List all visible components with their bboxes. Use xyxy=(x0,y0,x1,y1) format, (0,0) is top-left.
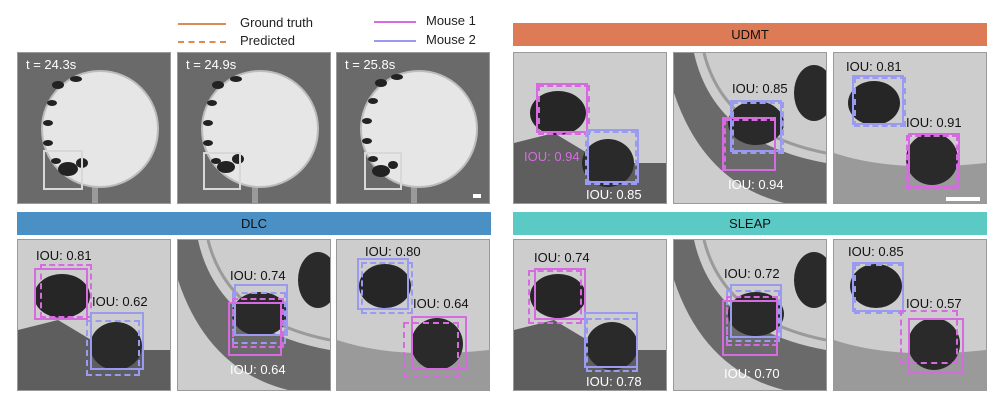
mouse1-line xyxy=(374,21,416,23)
predicted-label: Predicted xyxy=(240,33,295,48)
mouse2-pred-box xyxy=(732,102,784,154)
dlc-title: DLC xyxy=(240,216,267,231)
crop-image xyxy=(514,240,666,390)
mouse2-gt-box xyxy=(852,75,904,125)
mouse1-pred-box xyxy=(726,296,778,346)
arena-image xyxy=(178,53,330,203)
mouse1-iou: IOU: 0.81 xyxy=(36,248,92,263)
dlc-frame-3: IOU: 0.80 IOU: 0.64 xyxy=(336,239,490,391)
mouse2-pred-box xyxy=(854,77,906,127)
mouse2-gt-box xyxy=(90,312,144,370)
mouse1-gt-box xyxy=(908,133,960,187)
scale-bar xyxy=(946,197,980,201)
mouse1-iou: IOU: 0.70 xyxy=(724,366,780,381)
mouse1-label: Mouse 1 xyxy=(426,13,476,28)
crop-image xyxy=(834,240,986,390)
mouse2-pred-box xyxy=(586,318,638,372)
mouse2-iou: IOU: 0.62 xyxy=(92,294,148,309)
sleap-frame-2: IOU: 0.72 IOU: 0.70 xyxy=(673,239,827,391)
crop-image xyxy=(674,240,826,390)
sleap-frame-3: IOU: 0.85 IOU: 0.57 xyxy=(833,239,987,391)
mouse2-gt-box xyxy=(587,129,639,183)
udmt-banner: UDMT xyxy=(513,23,987,46)
overview-frame-1: t = 24.3s xyxy=(17,52,171,204)
mouse2-gt-box xyxy=(730,284,782,338)
dlc-frame-1: IOU: 0.81 IOU: 0.62 xyxy=(17,239,171,391)
mouse2-iou: IOU: 0.74 xyxy=(230,268,286,283)
ground-truth-label: Ground truth xyxy=(240,15,313,30)
mouse1-gt-box xyxy=(228,302,282,356)
mouse1-gt-box xyxy=(534,268,586,320)
mouse2-line xyxy=(374,40,416,42)
arena-image xyxy=(337,53,489,203)
mouse1-pred-box xyxy=(724,119,776,171)
ground-truth-line xyxy=(178,23,226,25)
predicted-line xyxy=(178,41,226,43)
mouse1-iou: IOU: 0.74 xyxy=(534,250,590,265)
sleap-banner: SLEAP xyxy=(513,212,987,235)
mouse1-gt-box xyxy=(908,318,964,374)
overview-frame-3: t = 25.8s xyxy=(336,52,490,204)
udmt-frame-2: IOU: 0.85 IOU: 0.94 xyxy=(673,52,827,204)
mouse2-pred-box xyxy=(854,264,904,314)
mouse1-iou: IOU: 0.94 xyxy=(728,177,784,192)
crop-image xyxy=(674,53,826,203)
mouse1-iou: IOU: 0.94 xyxy=(524,149,580,164)
mouse2-iou: IOU: 0.81 xyxy=(846,59,902,74)
mouse1-pred-box xyxy=(40,264,92,318)
mouse1-iou: IOU: 0.91 xyxy=(906,115,962,130)
crop-image xyxy=(178,240,330,390)
time-label: t = 24.3s xyxy=(26,57,77,72)
sleap-frame-1: IOU: 0.74 IOU: 0.78 xyxy=(513,239,667,391)
udmt-frame-3: IOU: 0.81 IOU: 0.91 xyxy=(833,52,987,204)
mouse1-gt-box xyxy=(536,83,588,133)
mouse2-iou: IOU: 0.72 xyxy=(724,266,780,281)
mouse2-pred-box xyxy=(361,262,413,314)
sleap-title: SLEAP xyxy=(729,216,771,231)
mouse1-gt-box xyxy=(411,316,467,370)
mouse1-pred-box xyxy=(232,298,284,348)
mouse1-gt-box xyxy=(34,268,88,320)
mouse1-pred-box xyxy=(403,322,459,378)
mouse2-pred-box xyxy=(585,131,637,185)
udmt-frame-1: IOU: 0.94 IOU: 0.85 xyxy=(513,52,667,204)
mouse1-pred-box xyxy=(538,85,590,135)
overview-frame-2: t = 24.9s xyxy=(177,52,331,204)
mouse2-label: Mouse 2 xyxy=(426,32,476,47)
mouse2-pred-box xyxy=(86,320,140,376)
mouse1-iou: IOU: 0.64 xyxy=(230,362,286,377)
mouse1-pred-box xyxy=(900,310,958,364)
arena-image xyxy=(18,53,170,203)
mouse2-gt-box xyxy=(234,284,288,336)
mouse2-iou: IOU: 0.85 xyxy=(732,81,788,96)
mouse1-iou: IOU: 0.57 xyxy=(906,296,962,311)
mouse2-iou: IOU: 0.85 xyxy=(586,187,642,202)
dlc-banner: DLC xyxy=(17,212,491,235)
mouse2-iou: IOU: 0.80 xyxy=(365,244,421,259)
mouse2-iou: IOU: 0.78 xyxy=(586,374,642,389)
mouse2-gt-box xyxy=(730,100,782,152)
time-label: t = 24.9s xyxy=(186,57,237,72)
time-label: t = 25.8s xyxy=(345,57,396,72)
mouse2-gt-box xyxy=(357,258,409,310)
crop-image xyxy=(834,53,986,203)
mouse1-pred-box xyxy=(906,135,958,189)
mouse1-iou: IOU: 0.64 xyxy=(413,296,469,311)
mouse1-pred-box xyxy=(528,270,582,324)
mouse2-iou: IOU: 0.85 xyxy=(848,244,904,259)
dlc-frame-2: IOU: 0.74 IOU: 0.64 xyxy=(177,239,331,391)
udmt-title: UDMT xyxy=(731,27,769,42)
